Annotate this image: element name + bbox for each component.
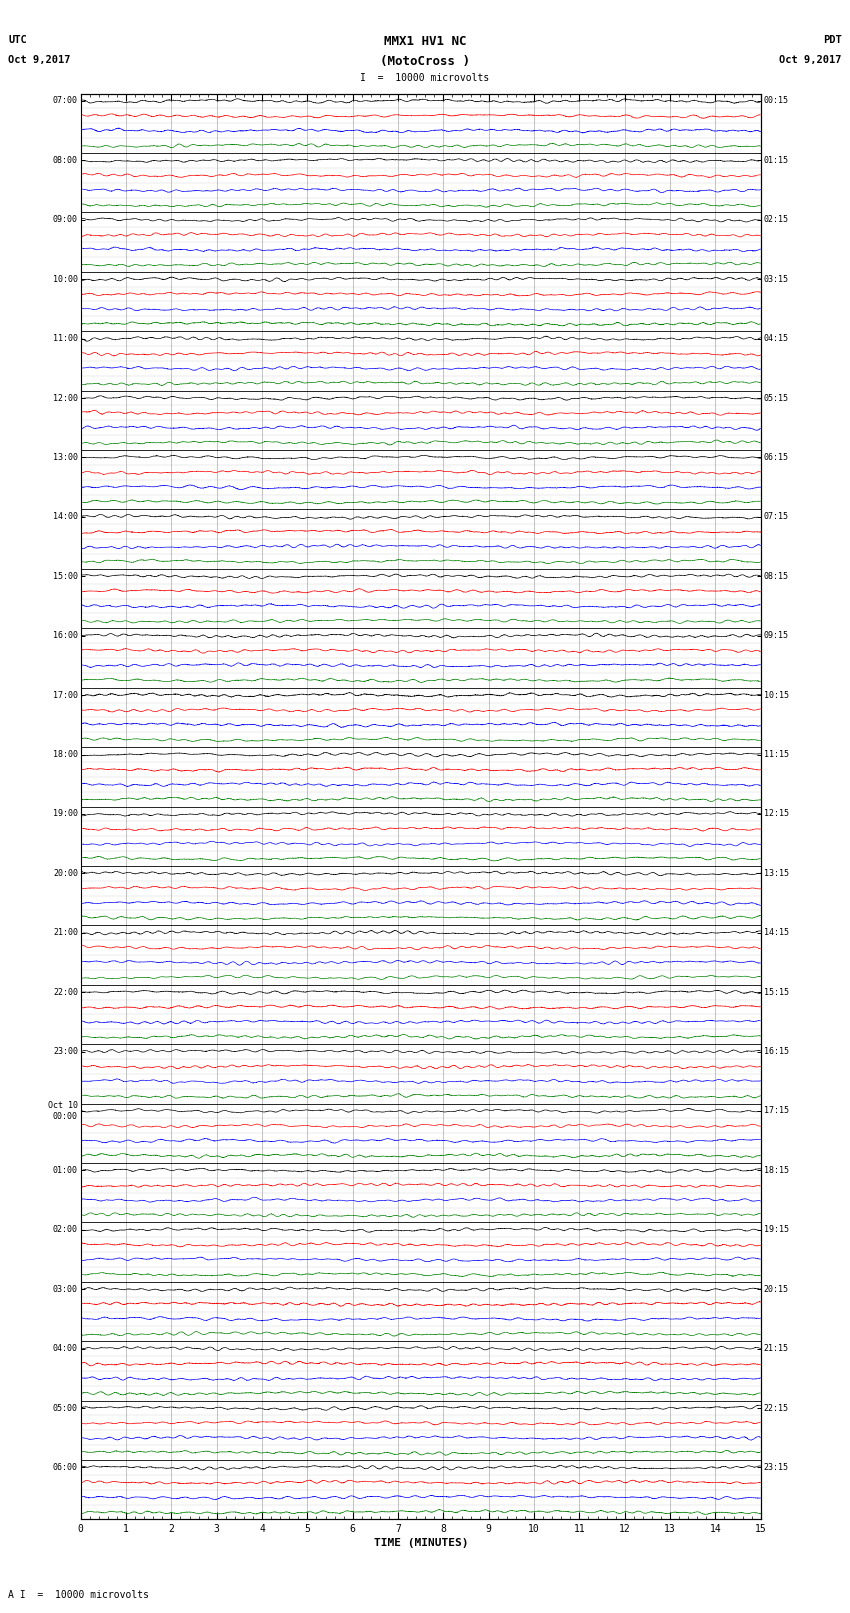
Text: I  =  10000 microvolts: I = 10000 microvolts	[360, 73, 490, 82]
Text: A I  =  10000 microvolts: A I = 10000 microvolts	[8, 1590, 150, 1600]
Text: UTC: UTC	[8, 35, 27, 45]
Text: PDT: PDT	[823, 35, 842, 45]
Text: Oct 9,2017: Oct 9,2017	[779, 55, 842, 65]
Text: MMX1 HV1 NC: MMX1 HV1 NC	[383, 35, 467, 48]
Text: Oct 9,2017: Oct 9,2017	[8, 55, 71, 65]
X-axis label: TIME (MINUTES): TIME (MINUTES)	[373, 1539, 468, 1548]
Text: (MotoCross ): (MotoCross )	[380, 55, 470, 68]
